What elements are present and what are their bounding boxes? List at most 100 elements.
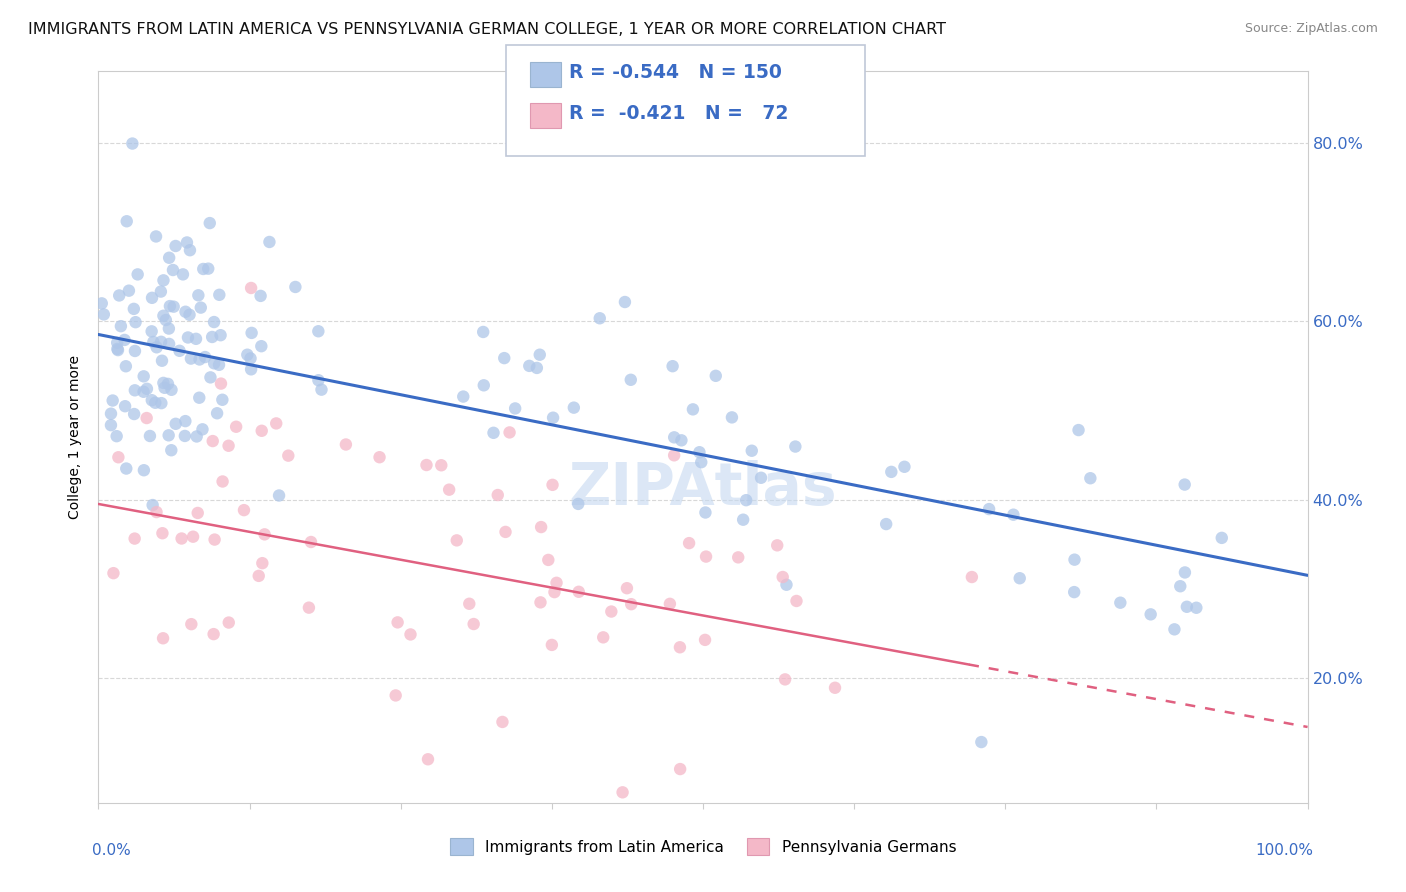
Point [193,262,215,277]
Point [201,434,224,448]
Point [208,288,231,302]
Point [150,396,173,410]
Point [184,332,207,346]
Point [437,483,460,497]
Point [218,615,240,630]
Point [122,301,145,316]
Point [197,261,219,276]
Point [416,752,439,766]
Point [664,430,686,444]
Point [202,315,225,329]
Point [399,627,422,641]
Point [157,251,180,265]
Point [150,353,173,368]
Point [191,422,214,436]
Point [165,417,187,431]
Point [124,384,146,398]
Point [494,351,516,365]
Point [179,244,201,258]
Point [176,235,198,250]
Point [152,526,174,541]
Point [173,429,195,443]
Point [567,497,589,511]
Point [218,439,240,453]
Point [205,406,228,420]
Point [620,597,643,611]
Point [671,434,693,448]
Point [159,299,181,313]
Point [1139,607,1161,622]
Point [169,343,191,358]
Point [277,449,299,463]
Point [451,390,474,404]
Point [592,631,614,645]
Point [174,414,197,428]
Point [204,533,226,547]
Point [970,735,993,749]
Point [152,273,174,287]
Point [142,498,165,512]
Text: 100.0%: 100.0% [1256,843,1313,858]
Point [495,524,517,539]
Point [540,638,562,652]
Point [194,350,217,364]
Point [141,291,163,305]
Point [529,348,551,362]
Point [202,356,225,370]
Point [239,351,262,366]
Point [678,536,700,550]
Point [156,376,179,391]
Point [1109,596,1132,610]
Point [772,570,794,584]
Point [463,617,485,632]
Point [211,475,233,489]
Point [430,458,453,473]
Text: ZIPAtlas: ZIPAtlas [568,459,838,516]
Point [179,308,201,322]
Point [785,440,807,454]
Point [503,401,526,416]
Point [250,339,273,353]
Point [110,319,132,334]
Point [114,399,136,413]
Point [669,640,692,655]
Point [247,569,270,583]
Point [658,597,681,611]
Point [132,384,155,399]
Point [240,326,263,340]
Point [307,324,329,338]
Point [775,578,797,592]
Point [118,284,141,298]
Point [93,307,115,321]
Point [661,359,683,374]
Point [145,229,167,244]
Point [1168,579,1191,593]
Point [225,419,247,434]
Point [105,335,128,350]
Point [695,549,717,564]
Point [105,429,128,443]
Text: IMMIGRANTS FROM LATIN AMERICA VS PENNSYLVANIA GERMAN COLLEGE, 1 YEAR OR MORE COR: IMMIGRANTS FROM LATIN AMERICA VS PENNSYL… [28,22,946,37]
Point [662,448,685,462]
Point [368,450,391,465]
Point [529,595,551,609]
Point [157,337,180,351]
Point [568,584,591,599]
Point [335,437,357,451]
Point [1185,600,1208,615]
Point [893,459,915,474]
Point [704,368,727,383]
Point [541,410,564,425]
Point [530,520,553,534]
Point [562,401,585,415]
Point [103,566,125,581]
Point [253,527,276,541]
Point [132,463,155,477]
Point [105,342,128,356]
Point [135,411,157,425]
Point [546,575,568,590]
Point [311,383,333,397]
Point [299,535,322,549]
Point [472,378,495,392]
Point [135,382,157,396]
